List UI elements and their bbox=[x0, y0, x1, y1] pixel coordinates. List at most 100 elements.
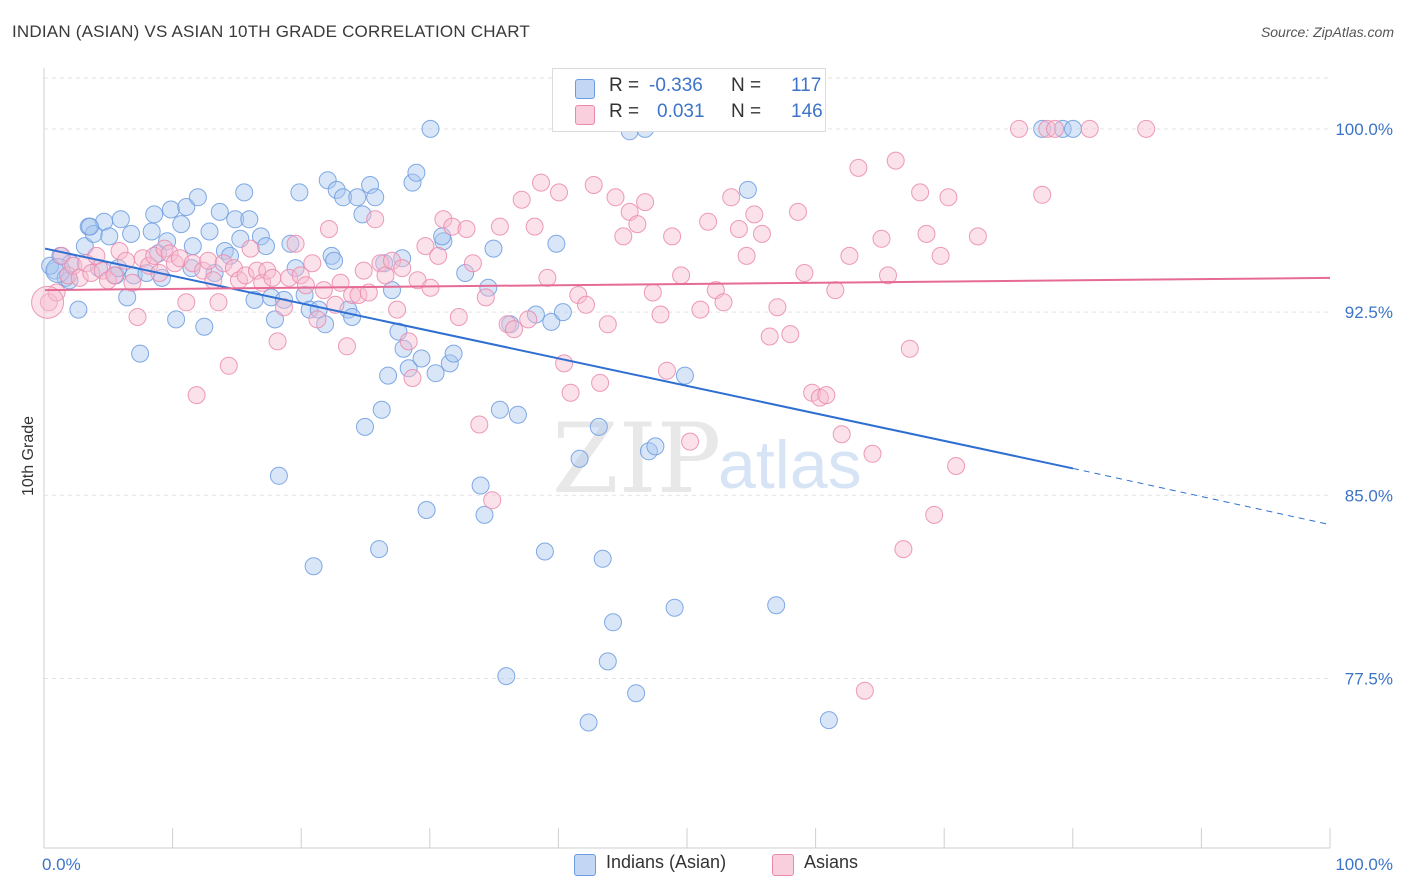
data-point bbox=[183, 237, 202, 256]
data-point bbox=[863, 444, 882, 463]
data-point bbox=[356, 417, 374, 436]
data-point bbox=[570, 449, 589, 468]
data-point bbox=[817, 386, 836, 405]
data-point bbox=[263, 268, 282, 287]
data-point bbox=[840, 246, 859, 265]
watermark-atlas: atlas bbox=[718, 427, 862, 503]
data-point bbox=[925, 505, 944, 524]
data-point bbox=[550, 183, 568, 202]
data-point bbox=[819, 711, 838, 730]
watermark-zip: ZIP bbox=[552, 403, 721, 515]
data-point bbox=[699, 212, 718, 231]
legend-swatch-blue bbox=[574, 854, 596, 876]
data-point bbox=[463, 254, 482, 273]
trend-line-indians bbox=[44, 247, 1074, 470]
n-value: 117 bbox=[791, 75, 822, 96]
data-point bbox=[737, 246, 756, 265]
watermark: ZIP atlas bbox=[552, 403, 862, 515]
swatch-blue bbox=[575, 79, 595, 99]
chart-title: INDIAN (ASIAN) VS ASIAN 10TH GRADE CORRE… bbox=[12, 22, 530, 41]
data-point bbox=[651, 305, 670, 324]
data-point bbox=[579, 713, 598, 732]
data-point bbox=[81, 217, 99, 236]
data-point bbox=[224, 259, 243, 278]
data-point bbox=[886, 151, 905, 170]
data-point bbox=[636, 193, 655, 212]
data-point bbox=[308, 310, 327, 329]
legend-swatch-pink bbox=[772, 854, 794, 876]
data-point bbox=[795, 264, 814, 282]
data-point bbox=[366, 188, 385, 207]
data-point bbox=[627, 684, 646, 703]
data-point bbox=[722, 188, 741, 207]
data-point bbox=[407, 163, 426, 182]
r-label: R = bbox=[609, 101, 640, 122]
data-point bbox=[561, 383, 580, 402]
data-point bbox=[471, 476, 490, 495]
data-point bbox=[155, 239, 174, 258]
data-point bbox=[767, 596, 786, 615]
data-point bbox=[1080, 119, 1099, 138]
data-point bbox=[403, 369, 422, 387]
data-point bbox=[325, 251, 344, 270]
data-point bbox=[291, 266, 310, 285]
data-point bbox=[569, 286, 588, 304]
data-point bbox=[31, 285, 65, 319]
data-point bbox=[738, 180, 757, 199]
data-point bbox=[968, 227, 987, 246]
data-point bbox=[105, 266, 124, 285]
data-point bbox=[59, 266, 78, 285]
trend-line-indians-extension bbox=[1072, 467, 1331, 526]
data-point bbox=[443, 217, 462, 236]
data-point bbox=[257, 237, 275, 256]
data-point bbox=[542, 312, 561, 331]
data-point bbox=[131, 344, 150, 363]
data-point bbox=[449, 308, 468, 326]
data-point bbox=[512, 190, 531, 209]
data-point bbox=[417, 501, 436, 519]
data-point bbox=[745, 205, 764, 224]
data-point bbox=[598, 652, 617, 671]
data-point bbox=[269, 466, 288, 485]
data-point bbox=[505, 320, 523, 339]
data-point bbox=[145, 205, 164, 224]
data-point bbox=[266, 310, 284, 329]
data-point bbox=[729, 220, 748, 238]
data-point bbox=[1038, 119, 1057, 138]
data-point bbox=[235, 183, 254, 202]
x-tick-label: 100.0% bbox=[1335, 855, 1393, 874]
data-point bbox=[209, 293, 228, 312]
data-point bbox=[1053, 119, 1072, 138]
data-point bbox=[296, 276, 315, 295]
data-point bbox=[589, 417, 608, 436]
data-point bbox=[172, 215, 191, 234]
data-point bbox=[110, 242, 129, 260]
data-point bbox=[322, 246, 341, 265]
data-point bbox=[789, 202, 807, 221]
data-point bbox=[1033, 185, 1052, 204]
data-point bbox=[145, 246, 164, 265]
data-point bbox=[388, 300, 407, 319]
data-point bbox=[535, 542, 554, 561]
data-point bbox=[872, 229, 891, 248]
data-point bbox=[403, 173, 422, 192]
data-point bbox=[553, 303, 572, 322]
trend-line-asians bbox=[44, 276, 1331, 292]
data-point bbox=[440, 354, 459, 373]
data-point bbox=[281, 234, 300, 253]
y-tick-label: 100.0% bbox=[1335, 120, 1393, 139]
data-point bbox=[187, 386, 206, 405]
data-point bbox=[444, 344, 463, 363]
axes bbox=[43, 68, 1331, 849]
data-point bbox=[167, 310, 186, 329]
data-point bbox=[939, 188, 958, 207]
data-point bbox=[366, 210, 385, 229]
data-point bbox=[606, 188, 625, 207]
data-point bbox=[399, 332, 418, 351]
data-point bbox=[286, 234, 305, 253]
data-point bbox=[338, 337, 356, 356]
data-point bbox=[290, 183, 309, 202]
data-point bbox=[490, 400, 509, 419]
data-point bbox=[268, 332, 287, 351]
y-tick-label: 92.5% bbox=[1345, 303, 1393, 322]
